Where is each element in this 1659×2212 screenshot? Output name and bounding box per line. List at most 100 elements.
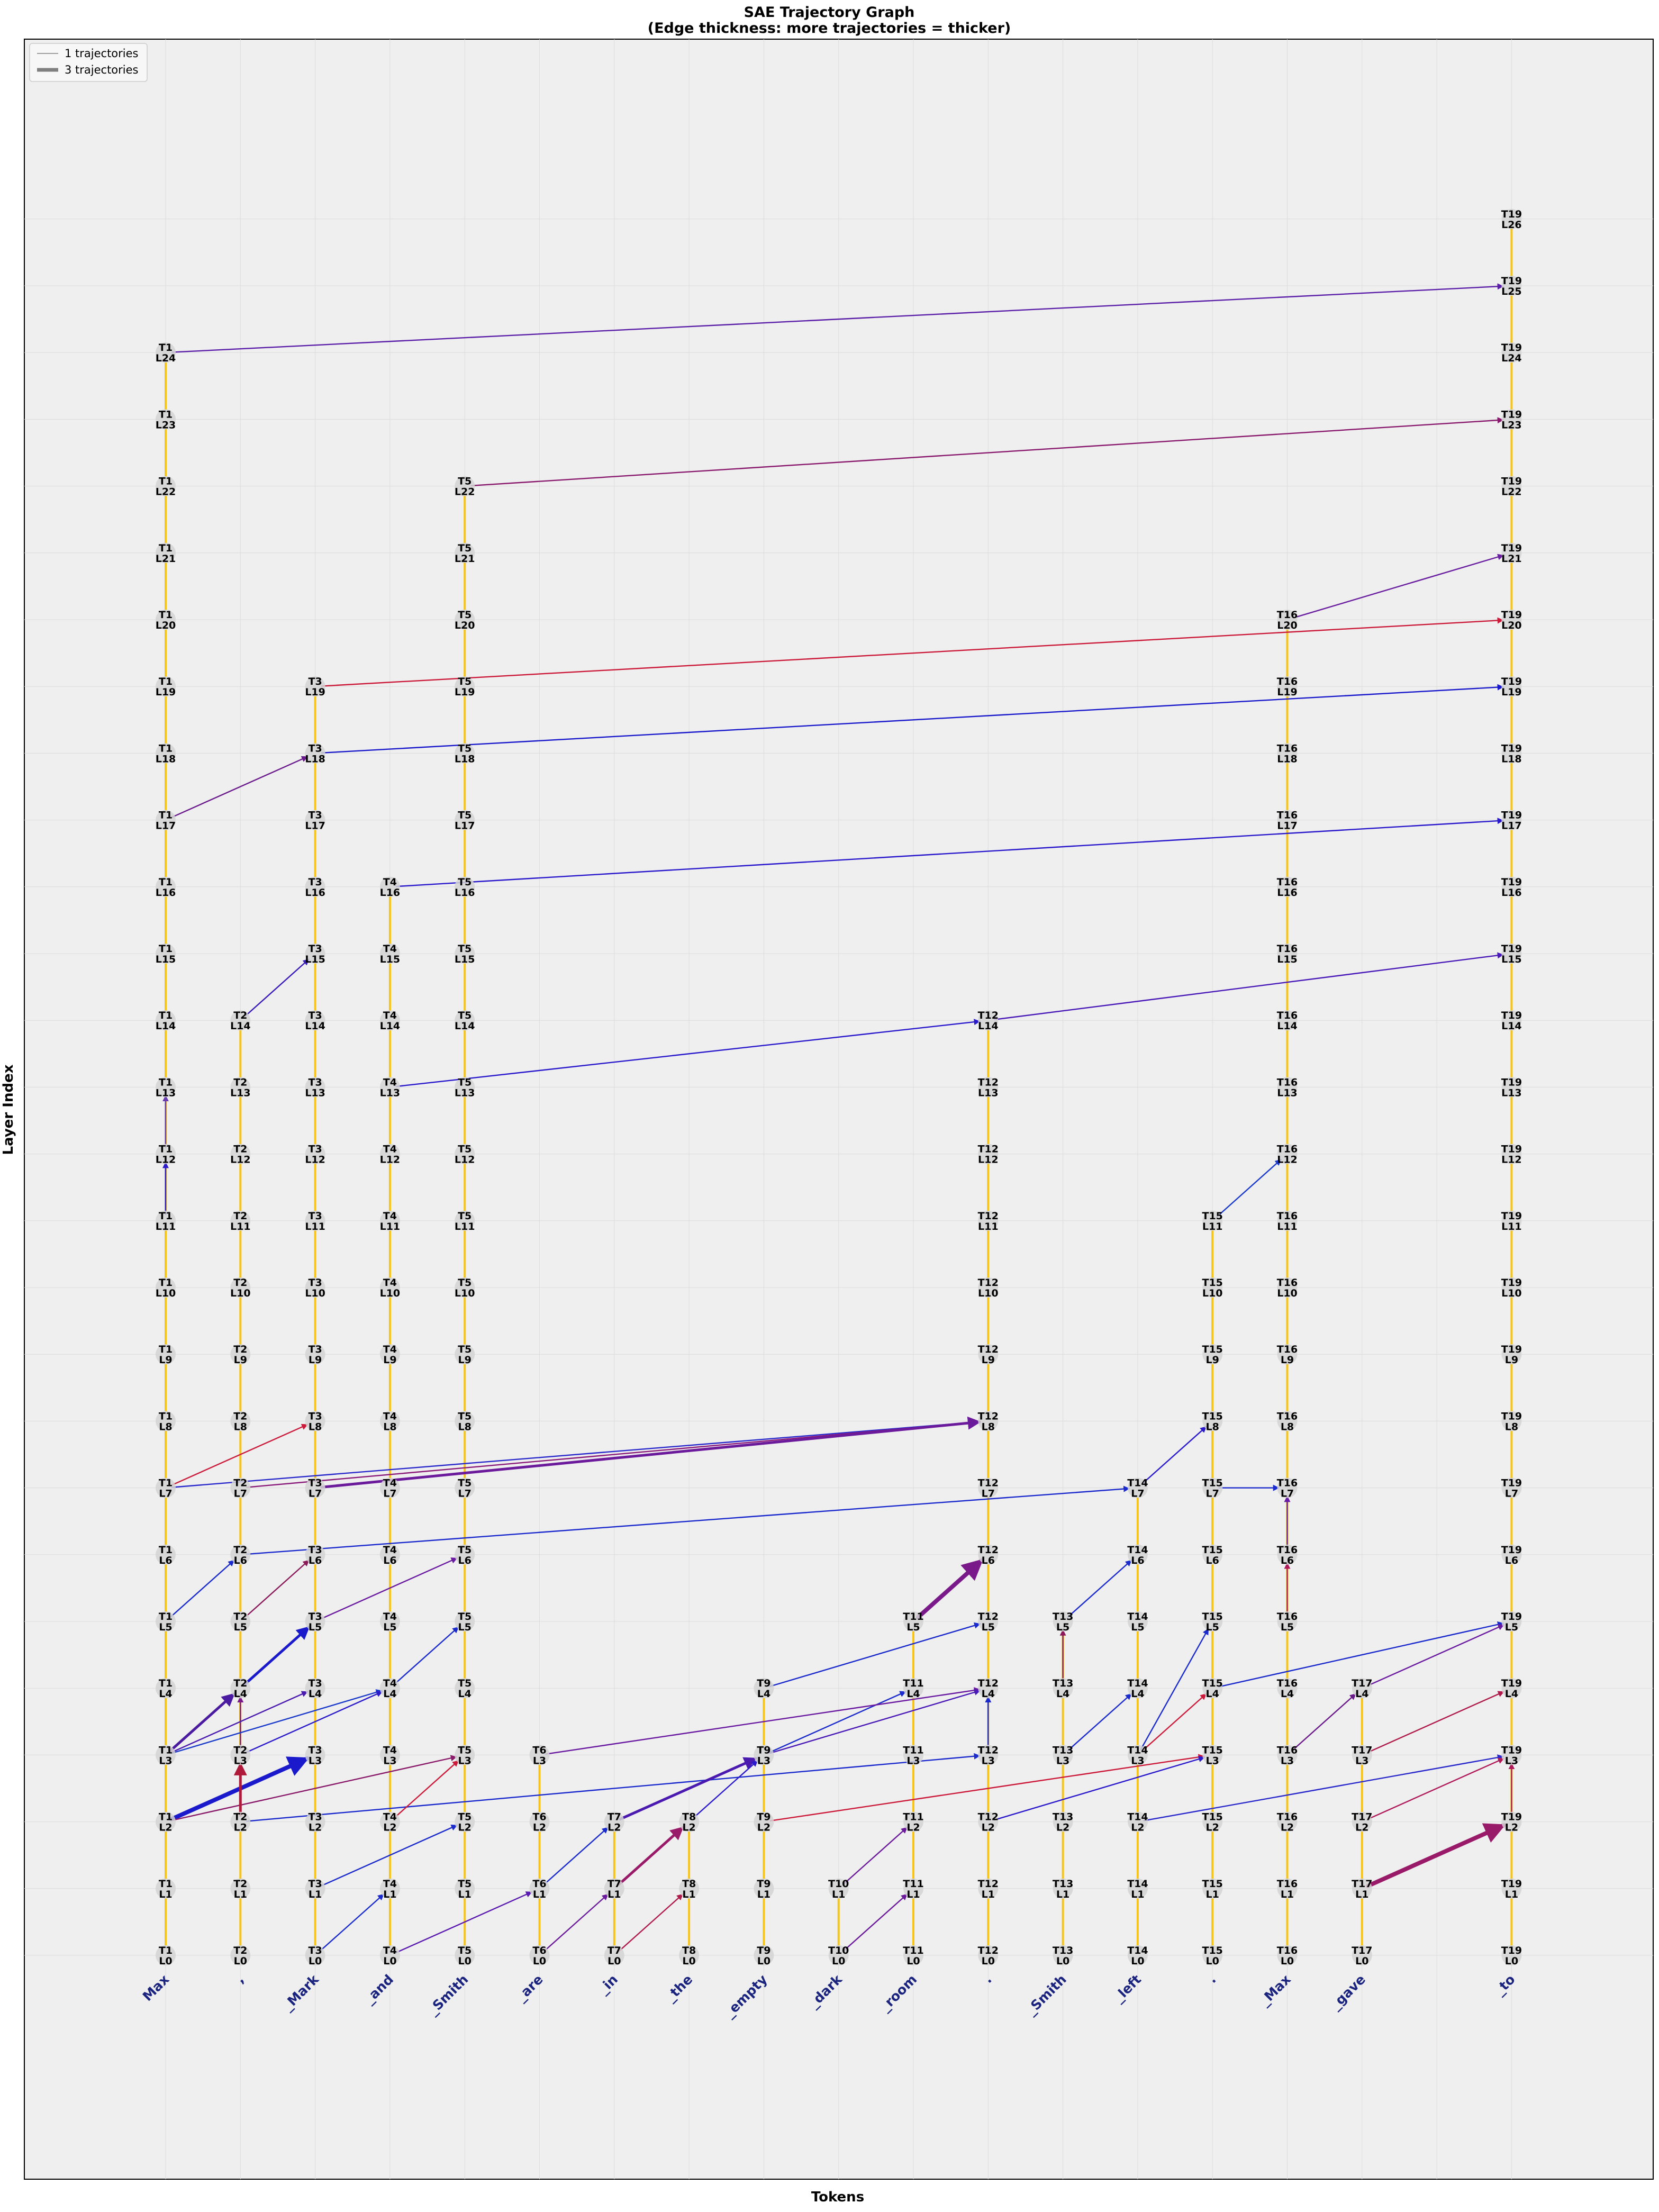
node-layer-label: L2 (1505, 1822, 1518, 1834)
node-circle (455, 676, 475, 697)
node-circle (230, 1210, 251, 1231)
node-token-label: T1 (159, 1477, 173, 1489)
chart-title: SAE Trajectory Graph (744, 4, 915, 21)
node-token-label: T17 (1352, 1878, 1372, 1890)
node-circle (903, 1611, 923, 1631)
node-circle (978, 1811, 999, 1832)
node-token-label: T5 (458, 1144, 472, 1155)
node-circle (903, 1745, 923, 1765)
node-layer-label: L4 (1056, 1688, 1069, 1700)
node-token-label: T1 (159, 1744, 173, 1756)
node-circle (1277, 944, 1298, 964)
node-layer-label: L4 (1131, 1688, 1144, 1700)
node-circle (1277, 1945, 1298, 1965)
node-token-label: T2 (233, 1076, 247, 1088)
node-circle (455, 876, 475, 897)
node-layer-label: L13 (156, 1087, 176, 1099)
node-layer-label: L0 (1505, 1955, 1518, 1967)
node-token-label: T4 (383, 1544, 397, 1556)
node-layer-label: L7 (458, 1488, 472, 1500)
node-circle (379, 1277, 400, 1298)
node-layer-label: L5 (383, 1621, 396, 1633)
node-circle (1202, 1277, 1223, 1298)
node-circle (455, 1678, 475, 1699)
node-layer-label: L12 (1501, 1154, 1522, 1166)
node-layer-label: L2 (234, 1822, 247, 1834)
node-layer-label: L2 (309, 1822, 322, 1834)
node-circle (156, 1144, 176, 1164)
node-token-label: T16 (1277, 1277, 1298, 1289)
node-layer-label: L0 (458, 1955, 472, 1967)
node-circle (1501, 1611, 1522, 1631)
node-circle (305, 1344, 325, 1365)
node-token-label: T7 (608, 1811, 621, 1823)
node-token-label: T2 (233, 1945, 247, 1956)
node-circle (1127, 1878, 1148, 1899)
node-circle (529, 1878, 550, 1899)
node-layer-label: L6 (1505, 1555, 1518, 1566)
node-circle (455, 1811, 475, 1832)
node-layer-label: L7 (309, 1488, 322, 1500)
node-circle (604, 1811, 624, 1832)
node-circle (1277, 1144, 1298, 1164)
node-layer-label: L4 (1505, 1688, 1518, 1700)
node-layer-label: L22 (1501, 486, 1522, 498)
node-token-label: T13 (1053, 1744, 1073, 1756)
node-token-label: T9 (757, 1811, 770, 1823)
node-circle (978, 1077, 999, 1098)
trajectory-edge (1291, 1693, 1357, 1752)
node-circle (1202, 1945, 1223, 1965)
node-layer-label: L1 (1505, 1889, 1518, 1900)
node-token-label: T3 (309, 1410, 322, 1422)
node-circle (305, 1945, 325, 1965)
node-layer-label: L8 (383, 1421, 396, 1433)
node-circle (1501, 1277, 1522, 1298)
node-token-label: T3 (309, 1344, 322, 1355)
node-circle (230, 1811, 251, 1832)
node-token-label: T3 (309, 1010, 322, 1021)
node-circle (604, 1945, 624, 1965)
node-layer-label: L9 (1505, 1354, 1518, 1366)
node-token-label: T16 (1277, 1344, 1298, 1355)
node-layer-label: L18 (455, 753, 475, 765)
node-circle (156, 342, 176, 363)
node-layer-label: L13 (380, 1087, 401, 1099)
node-token-label: T3 (309, 1144, 322, 1155)
node-token-label: T4 (383, 1277, 397, 1289)
node-circle (156, 1344, 176, 1365)
node-token-label: T1 (159, 1945, 173, 1956)
node-layer-label: L5 (1131, 1621, 1144, 1633)
node-layer-label: L18 (1501, 753, 1522, 765)
node-layer-label: L4 (1206, 1688, 1219, 1700)
node-token-label: T2 (233, 1811, 247, 1823)
node-layer-label: L3 (757, 1755, 770, 1766)
node-token-label: T9 (757, 1945, 770, 1956)
node-token-label: T3 (309, 1611, 322, 1622)
node-token-label: T5 (458, 943, 472, 955)
node-circle (1501, 342, 1522, 363)
node-token-label: T5 (458, 1678, 472, 1689)
node-token-label: T4 (383, 1477, 397, 1489)
node-layer-label: L4 (1281, 1688, 1294, 1700)
legend-label-3: 3 trajectories (65, 64, 138, 76)
